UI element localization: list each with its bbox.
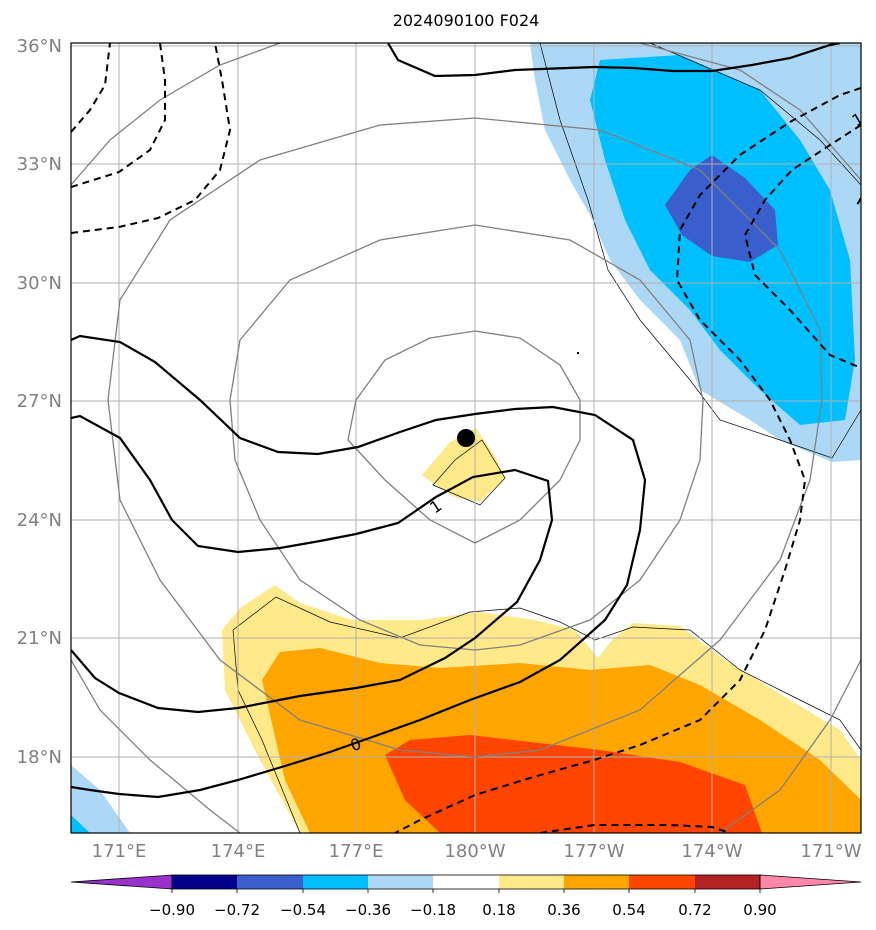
colorbar-tick: 0.18: [482, 901, 515, 919]
lon-label: 174°W: [681, 841, 742, 862]
lat-label: 36°N: [17, 36, 62, 57]
shade-pos-center: [422, 428, 505, 502]
lon-label: 177°W: [563, 841, 624, 862]
shade-neg-corner: [71, 765, 130, 833]
colorbar-segment: [433, 875, 499, 889]
colorbar-segment: [303, 875, 368, 889]
shade-neg-dark: [665, 155, 778, 262]
colorbar-extend-high: [759, 874, 862, 890]
colorbar-segment: [237, 875, 303, 889]
small-dot: [577, 352, 579, 354]
colorbar-tick: 0.72: [678, 901, 711, 919]
lat-label: 24°N: [17, 510, 62, 531]
lat-label: 27°N: [17, 391, 62, 412]
lon-labels: 171°E 174°E 177°E 180°W 177°W 174°W 171°…: [92, 841, 862, 862]
colorbar-tick: −0.90: [149, 901, 195, 919]
shade-pos-dark: [385, 735, 762, 833]
shade-outline: [232, 43, 861, 833]
lat-label: 33°N: [17, 154, 62, 175]
storm-center-marker: [457, 429, 475, 447]
lat-label: 30°N: [17, 273, 62, 294]
colorbar-segment: [695, 875, 760, 889]
lat-label: 21°N: [17, 628, 62, 649]
colorbar-tick: −0.36: [345, 901, 391, 919]
colorbar: −0.90 −0.72 −0.54 −0.36 −0.18 0.18 0.36 …: [70, 874, 862, 919]
shaded-field: [71, 43, 861, 833]
lon-label: 171°E: [92, 841, 147, 862]
colorbar-tick: 0.36: [547, 901, 580, 919]
solid-contours: [71, 43, 841, 799]
colorbar-segment: [629, 875, 695, 889]
lon-label: 177°E: [329, 841, 384, 862]
shade-neg-corner-mid: [71, 815, 90, 833]
colorbar-segment: [499, 875, 564, 889]
lon-label: 174°E: [211, 841, 266, 862]
lat-labels: 36°N 33°N 30°N 27°N 24°N 21°N 18°N: [17, 36, 62, 768]
colorbar-extend-low: [70, 874, 173, 890]
map-title: 2024090100 F024: [393, 11, 540, 30]
colorbar-segment: [564, 875, 629, 889]
lon-label: 171°W: [800, 841, 861, 862]
lon-label: 180°W: [444, 841, 505, 862]
lat-label: 18°N: [17, 747, 62, 768]
colorbar-tick: −0.72: [214, 901, 260, 919]
map-frame: [70, 42, 862, 834]
colorbar-segment: [172, 875, 237, 889]
gray-contours: [71, 43, 861, 833]
colorbar-tick: 0.54: [612, 901, 645, 919]
colorbar-tick: −0.18: [410, 901, 456, 919]
map-area: 1 0 1: [71, 43, 861, 833]
colorbar-tick: 0.90: [743, 901, 776, 919]
colorbar-segment: [368, 875, 433, 889]
colorbar-tick: −0.54: [280, 901, 326, 919]
dashed-contours: [71, 43, 861, 833]
